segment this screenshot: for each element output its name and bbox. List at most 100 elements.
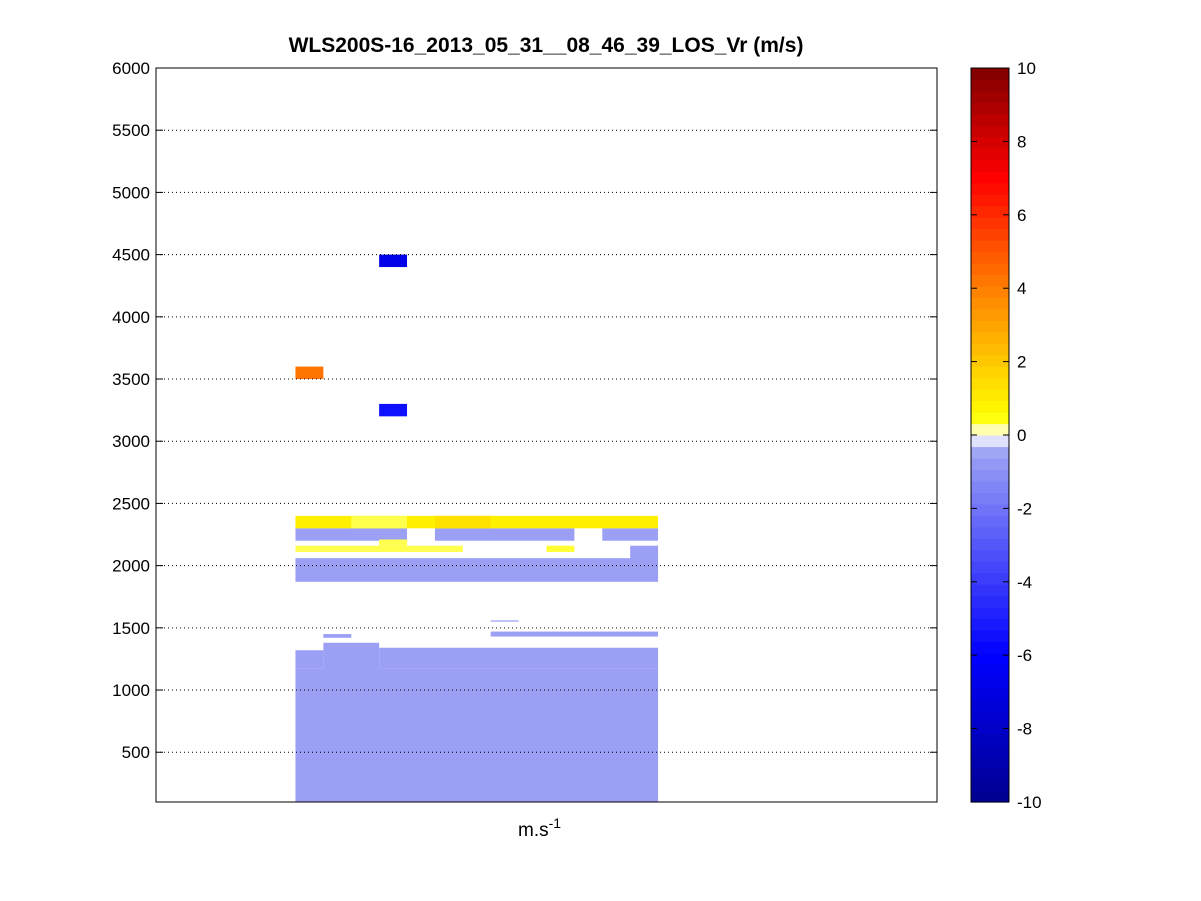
colorbar-band [971, 412, 1009, 425]
colorbar-band [971, 641, 1009, 654]
heatmap-cell [434, 528, 575, 541]
colorbar-band [971, 205, 1009, 218]
colorbar-band [971, 549, 1009, 562]
colorbar-band [971, 767, 1009, 780]
y-tick-label: 6000 [112, 59, 150, 78]
colorbar-band [971, 561, 1009, 574]
colorbar-band [971, 435, 1009, 448]
colorbar-band [971, 320, 1009, 333]
colorbar-band [971, 629, 1009, 643]
heatmap-cell [379, 647, 659, 669]
colorbar-band [971, 68, 1009, 81]
x-axis-label: m.s-1 [518, 815, 561, 841]
colorbar-band [971, 503, 1009, 516]
colorbar-tick-label: -8 [1017, 720, 1032, 739]
colorbar-tick-label: 2 [1017, 353, 1026, 372]
heatmap-cell [630, 545, 659, 560]
colorbar-band [971, 595, 1009, 608]
y-tick-label: 3000 [112, 432, 150, 451]
colorbar-band [971, 182, 1009, 195]
colorbar-band [971, 113, 1009, 126]
colorbar-tick-label: -4 [1017, 573, 1032, 592]
colorbar-band [971, 102, 1009, 115]
y-tick-label: 2500 [112, 494, 150, 513]
y-tick-label: 1000 [112, 681, 150, 700]
x-axis-label-exponent: -1 [549, 815, 562, 831]
colorbar-band [971, 652, 1009, 665]
colorbar-band [971, 572, 1009, 585]
heatmap-cells [295, 254, 659, 802]
colorbar-tick-label: 4 [1017, 279, 1026, 298]
y-tick-label: 2000 [112, 557, 150, 576]
colorbar-band [971, 710, 1009, 723]
y-tick-label: 4500 [112, 246, 150, 265]
heatmap-cell [434, 515, 491, 529]
colorbar-band [971, 262, 1009, 276]
colorbar-band [971, 790, 1009, 803]
colorbar-band [971, 526, 1009, 539]
colorbar-band [971, 90, 1009, 104]
y-tick-label: 4000 [112, 308, 150, 327]
y-tick-label: 1500 [112, 619, 150, 638]
colorbar-tick-label: 10 [1017, 59, 1036, 78]
colorbar-band [971, 492, 1009, 505]
colorbar-band [971, 217, 1009, 230]
colorbar-band [971, 194, 1009, 207]
y-tick-label: 5500 [112, 121, 150, 140]
colorbar-band [971, 377, 1009, 390]
y-tick-label: 500 [122, 743, 150, 762]
colorbar-band [971, 331, 1009, 344]
colorbar-band [971, 607, 1009, 620]
colorbar-band [971, 389, 1009, 402]
colorbar-band [971, 274, 1009, 287]
colorbar-band [971, 400, 1009, 413]
colorbar-band [971, 618, 1009, 631]
colorbar-band [971, 228, 1009, 241]
colorbar-band [971, 538, 1009, 551]
heatmap-cell [351, 515, 408, 529]
heatmap-cell [323, 634, 352, 638]
heatmap-cell [379, 254, 408, 268]
colorbar-band [971, 297, 1009, 310]
colorbar-ticks: -10 -8 -6 -4 -2 0 2 4 6 8 10 [971, 59, 1042, 812]
colorbar-band [971, 240, 1009, 253]
colorbar-band [971, 457, 1009, 471]
heatmap-cell [295, 558, 659, 582]
colorbar-band [971, 687, 1009, 700]
colorbar-band [971, 756, 1009, 769]
colorbar-tick-label: -2 [1017, 499, 1032, 518]
heatmap-cell [602, 528, 659, 541]
heatmap-cell [490, 631, 659, 637]
heatmap-cell [295, 650, 324, 669]
chart-title: WLS200S-16_2013_05_31__08_46_39_LOS_Vr (… [289, 34, 804, 57]
heatmap-cell [323, 642, 380, 678]
colorbar-band [971, 469, 1009, 482]
heatmap-cell [295, 668, 659, 802]
colorbar-band [971, 675, 1009, 688]
colorbar-band [971, 423, 1009, 436]
colorbar-band [971, 171, 1009, 184]
colorbar-band [971, 251, 1009, 264]
colorbar-tick-label: 0 [1017, 426, 1026, 445]
colorbar-band [971, 480, 1009, 493]
plot-frame [155, 67, 938, 803]
colorbar-band [971, 148, 1009, 161]
colorbar-band [971, 721, 1009, 734]
heatmap-cell [546, 545, 575, 552]
colorbar-band [971, 136, 1009, 149]
colorbar-band [971, 366, 1009, 379]
heatmap-cell [379, 539, 408, 546]
colorbar-tick-label: -6 [1017, 646, 1032, 665]
colorbar-tick-label: -10 [1017, 793, 1042, 812]
y-axis-ticks: 500 1000 1500 2000 2500 3000 3500 4000 4500 5000 5… [112, 59, 937, 762]
colorbar-band [971, 446, 1009, 459]
colorbar-band [971, 125, 1009, 138]
colorbar-band [971, 733, 1009, 746]
y-tick-label: 3500 [112, 370, 150, 389]
colorbar-band [971, 698, 1009, 711]
heatmap-cell [490, 620, 519, 622]
colorbar-band [971, 343, 1009, 356]
colorbar-tick-label: 8 [1017, 132, 1026, 151]
colorbar-band [971, 779, 1009, 792]
